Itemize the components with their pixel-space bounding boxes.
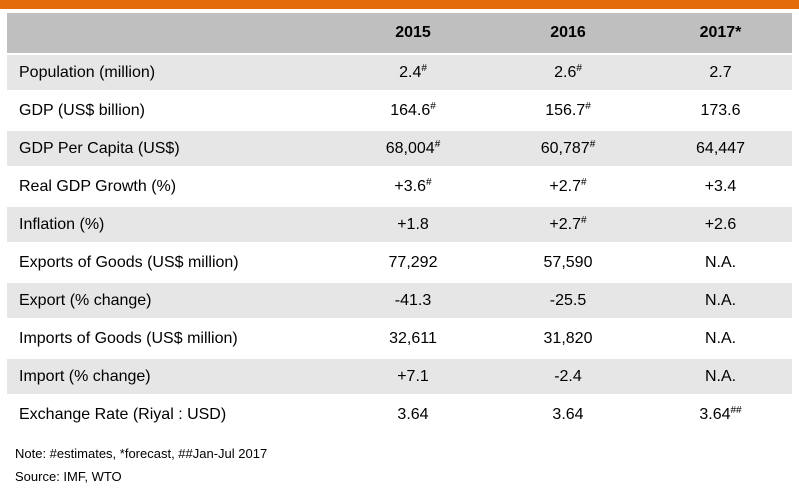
value-2016: +2.7# <box>487 169 649 207</box>
value-text: +2.7 <box>549 177 582 195</box>
value-2015: 32,611 <box>339 321 487 359</box>
table-row: Inflation (%) +1.8 +2.7# +2.6 <box>7 207 792 245</box>
value-text: +2.7 <box>549 215 582 233</box>
table-row: GDP Per Capita (US$) 68,004# 60,787# 64,… <box>7 131 792 169</box>
value-2017: N.A. <box>649 283 792 321</box>
value-text: 2.6 <box>554 63 577 81</box>
value-2017: +2.6 <box>649 207 792 245</box>
value-text: +2.6 <box>704 215 737 233</box>
value-text: 3.64 <box>552 405 584 423</box>
table-source: Source: IMF, WTO <box>15 469 122 484</box>
value-2015: 164.6# <box>339 93 487 131</box>
value-2016: -2.4 <box>487 359 649 397</box>
value-text: 60,787 <box>540 139 590 157</box>
value-2017: N.A. <box>649 321 792 359</box>
value-text: 164.6 <box>390 101 431 119</box>
value-mark: # <box>426 176 432 188</box>
value-mark: # <box>581 176 587 188</box>
value-2017: 2.7 <box>649 55 792 93</box>
row-label: Export (% change) <box>7 283 339 321</box>
value-2015: 2.4# <box>339 55 487 93</box>
value-2017: N.A. <box>649 359 792 397</box>
row-label: Exports of Goods (US$ million) <box>7 245 339 283</box>
row-label: Population (million) <box>7 55 339 93</box>
value-text: 68,004 <box>385 139 435 157</box>
header-year-2016: 2016 <box>487 13 649 55</box>
header-year-2015: 2015 <box>339 13 487 55</box>
value-text: 2.7 <box>709 63 732 81</box>
value-text: -25.5 <box>549 291 587 309</box>
table-note: Note: #estimates, *forecast, ##Jan-Jul 2… <box>15 446 268 461</box>
value-2016: 156.7# <box>487 93 649 131</box>
row-label: Real GDP Growth (%) <box>7 169 339 207</box>
value-2016: 31,820 <box>487 321 649 359</box>
value-mark: # <box>585 100 591 112</box>
value-text: N.A. <box>704 329 737 347</box>
value-text: N.A. <box>704 367 737 385</box>
value-mark: ## <box>730 404 742 416</box>
table-row: Real GDP Growth (%) +3.6# +2.7# +3.4 <box>7 169 792 207</box>
value-text: 31,820 <box>543 329 593 347</box>
value-2017: 64,447 <box>649 131 792 169</box>
value-2015: -41.3 <box>339 283 487 321</box>
value-text: +7.1 <box>397 367 429 385</box>
value-2016: +2.7# <box>487 207 649 245</box>
value-text: 32,611 <box>389 329 437 347</box>
value-mark: # <box>581 214 587 226</box>
value-text: -2.4 <box>554 367 582 385</box>
value-2017: 173.6 <box>649 93 792 131</box>
value-2017: 3.64## <box>649 397 792 435</box>
value-mark: # <box>421 62 427 74</box>
table-row: Population (million) 2.4# 2.6# 2.7 <box>7 55 792 93</box>
value-text: 77,292 <box>388 253 438 271</box>
row-label: Import (% change) <box>7 359 339 397</box>
table-row: Exports of Goods (US$ million) 77,292 57… <box>7 245 792 283</box>
value-text: +1.8 <box>397 215 429 233</box>
row-label: Imports of Goods (US$ million) <box>7 321 339 359</box>
table-row: GDP (US$ billion) 164.6# 156.7# 173.6 <box>7 93 792 131</box>
value-mark: # <box>434 138 441 150</box>
table-row: Exchange Rate (Riyal : USD) 3.64 3.64 3.… <box>7 397 792 435</box>
value-text: -41.3 <box>394 291 432 309</box>
value-text: 3.64 <box>699 405 731 423</box>
value-text: 156.7 <box>545 101 586 119</box>
table-row: Import (% change) +7.1 -2.4 N.A. <box>7 359 792 397</box>
value-text: N.A. <box>704 291 737 309</box>
value-2015: +7.1 <box>339 359 487 397</box>
value-2015: 77,292 <box>339 245 487 283</box>
economic-indicators-table: 2015 2016 2017* Population (million) 2.4… <box>7 13 792 435</box>
value-2016: 57,590 <box>487 245 649 283</box>
value-text: 57,590 <box>543 253 593 271</box>
value-2017: N.A. <box>649 245 792 283</box>
value-2016: 3.64 <box>487 397 649 435</box>
row-label: Inflation (%) <box>7 207 339 245</box>
table-row: Export (% change) -41.3 -25.5 N.A. <box>7 283 792 321</box>
row-label: GDP (US$ billion) <box>7 93 339 131</box>
value-text: 64,447 <box>696 139 745 157</box>
value-mark: # <box>430 100 436 112</box>
value-2015: +1.8 <box>339 207 487 245</box>
value-2016: 60,787# <box>487 131 649 169</box>
header-year-2017: 2017* <box>649 13 792 55</box>
value-text: 3.64 <box>397 405 429 423</box>
row-label: Exchange Rate (Riyal : USD) <box>7 397 339 435</box>
header-row: 2015 2016 2017* <box>7 13 792 55</box>
value-2015: +3.6# <box>339 169 487 207</box>
value-mark: # <box>576 62 582 74</box>
table-row: Imports of Goods (US$ million) 32,611 31… <box>7 321 792 359</box>
row-label: GDP Per Capita (US$) <box>7 131 339 169</box>
value-2015: 3.64 <box>339 397 487 435</box>
value-2015: 68,004# <box>339 131 487 169</box>
value-text: +3.6 <box>394 177 427 195</box>
header-blank-cell <box>7 13 339 55</box>
value-text: N.A. <box>704 253 737 271</box>
value-mark: # <box>589 138 596 150</box>
value-2016: 2.6# <box>487 55 649 93</box>
value-2017: +3.4 <box>649 169 792 207</box>
top-accent-bar <box>0 0 799 9</box>
value-text: 173.6 <box>700 101 741 119</box>
value-text: 2.4 <box>399 63 422 81</box>
value-text: +3.4 <box>704 177 737 195</box>
value-2016: -25.5 <box>487 283 649 321</box>
